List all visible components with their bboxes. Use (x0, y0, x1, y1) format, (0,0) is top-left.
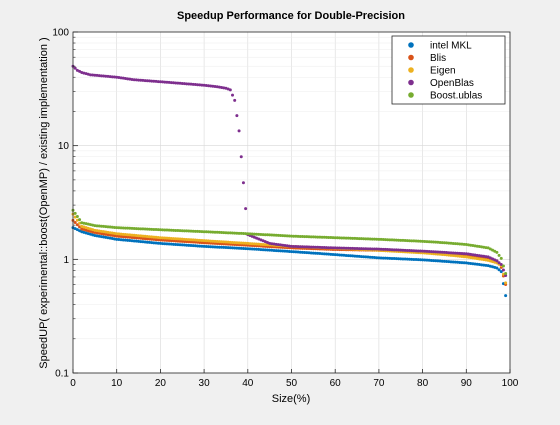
data-point (74, 67, 77, 70)
x-tick-label: 70 (373, 378, 385, 389)
data-point (233, 99, 236, 102)
data-point (242, 181, 245, 184)
legend-label: Boost.ublas (430, 91, 482, 102)
legend-marker (408, 55, 414, 61)
data-point (238, 129, 241, 132)
data-point (504, 281, 507, 284)
legend-marker (408, 67, 414, 73)
y-tick-label: 1 (63, 255, 69, 266)
y-tick-label: 0.1 (55, 369, 69, 380)
data-point (76, 215, 79, 218)
data-point (500, 257, 503, 260)
data-point (229, 88, 232, 91)
legend-label: intel MKL (430, 41, 472, 52)
data-point (78, 218, 81, 221)
x-tick-label: 60 (330, 378, 342, 389)
legend-marker (408, 80, 414, 86)
x-tick-label: 10 (111, 378, 123, 389)
data-point (504, 294, 507, 297)
x-tick-label: 0 (70, 378, 76, 389)
y-tick-label: 100 (52, 28, 69, 39)
data-point (502, 264, 505, 267)
legend-label: OpenBlas (430, 78, 474, 89)
legend: intel MKLBlis EigenOpenBlas Boost.ublas (392, 36, 505, 104)
data-point (498, 254, 501, 257)
data-point (240, 155, 243, 158)
data-point (504, 272, 507, 275)
data-point (495, 251, 498, 254)
x-tick-label: 40 (242, 378, 254, 389)
data-point (244, 207, 247, 210)
x-tick-label: 50 (286, 378, 298, 389)
chart-title: Speedup Performance for Double-Precision (177, 10, 405, 22)
x-tick-label: 90 (461, 378, 473, 389)
x-tick-label: 20 (155, 378, 167, 389)
legend-marker (408, 92, 414, 98)
data-point (235, 114, 238, 117)
x-tick-label: 30 (199, 378, 211, 389)
data-point (502, 269, 505, 272)
y-tick-label: 10 (58, 141, 70, 152)
y-axis-label: SpeedUP( experimental::boost(OpenMP) / e… (38, 37, 50, 368)
data-point (74, 212, 77, 215)
data-point (74, 221, 77, 224)
data-point (231, 94, 234, 97)
legend-label: Eigen (430, 66, 456, 77)
x-tick-label: 100 (502, 378, 519, 389)
x-tick-label: 80 (417, 378, 429, 389)
legend-marker (408, 42, 414, 48)
x-axis-label: Size(%) (272, 393, 311, 405)
legend-label: Blis (430, 53, 446, 64)
